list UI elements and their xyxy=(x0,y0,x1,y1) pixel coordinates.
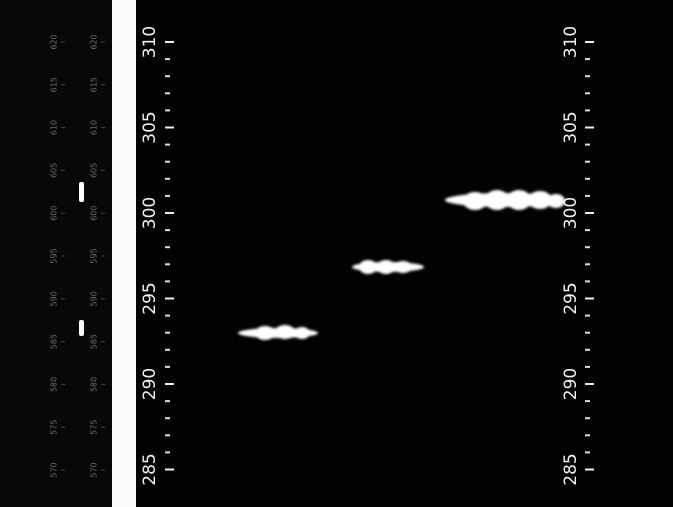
reference-label: 570 xyxy=(90,462,99,477)
reference-label: 595 xyxy=(90,248,99,263)
scale-label: 305 xyxy=(140,111,160,143)
reference-label: 580 xyxy=(90,377,99,392)
reference-label: 615 xyxy=(90,77,99,92)
reference-label: 575 xyxy=(90,420,99,435)
scale-label: 295 xyxy=(561,282,581,314)
reference-label: 595 xyxy=(50,248,59,263)
scale-label: 305 xyxy=(561,111,581,143)
reference-label: 610 xyxy=(50,120,59,135)
reference-label: 610 xyxy=(90,120,99,135)
scale-label: 310 xyxy=(140,26,160,58)
scale-label: 300 xyxy=(140,197,160,229)
reference-label: 600 xyxy=(90,206,99,221)
reference-label: 580 xyxy=(50,377,59,392)
scale-label: 310 xyxy=(561,26,581,58)
reference-mark xyxy=(79,320,84,336)
reference-label: 585 xyxy=(50,334,59,349)
scale-label: 285 xyxy=(561,453,581,485)
reference-label: 590 xyxy=(50,291,59,306)
reference-label: 600 xyxy=(50,206,59,221)
spectrogram-plate: 310 305 300 295 290 285 310 305 300 295 290 285 620 6… xyxy=(0,0,673,507)
reference-label: 590 xyxy=(90,291,99,306)
scale-label: 285 xyxy=(140,453,160,485)
scale-label: 290 xyxy=(140,368,160,400)
reference-mark xyxy=(79,182,84,202)
divider-strip xyxy=(112,0,136,507)
main-panel xyxy=(136,2,673,505)
reference-label: 620 xyxy=(90,34,99,49)
reference-label: 620 xyxy=(50,34,59,49)
scale-label: 290 xyxy=(561,368,581,400)
scale-label: 300 xyxy=(561,197,581,229)
page: 310 305 300 295 290 285 310 305 300 295 290 285 620 6… xyxy=(0,0,673,507)
reference-label: 605 xyxy=(50,163,59,178)
reference-label: 615 xyxy=(50,77,59,92)
scale-label: 295 xyxy=(140,282,160,314)
reference-label: 585 xyxy=(90,334,99,349)
reference-label: 605 xyxy=(90,163,99,178)
reference-label: 570 xyxy=(50,462,59,477)
reference-label: 575 xyxy=(50,420,59,435)
